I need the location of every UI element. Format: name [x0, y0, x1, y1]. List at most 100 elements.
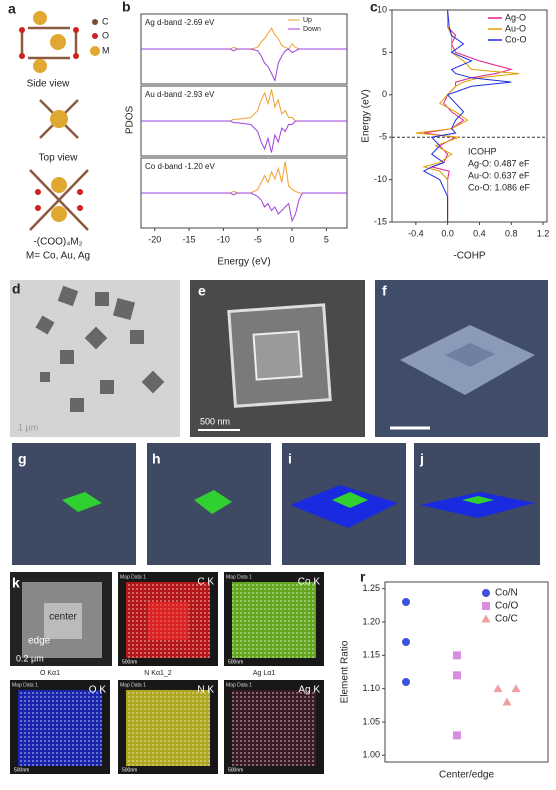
y-tick-label: 10 [377, 4, 387, 14]
panel-title: Au d-band -2.93 eV [145, 90, 215, 99]
x-tick-label: -0.4 [408, 228, 424, 238]
particles [35, 285, 165, 412]
legend-label: Up [303, 17, 312, 24]
scale-label: 500nm [14, 767, 29, 773]
map-caption: N Kα1_2 [144, 670, 172, 677]
scatter-point [453, 651, 461, 660]
x-tick-label: 1.2 [537, 228, 550, 238]
scale-label: 500nm [122, 659, 137, 665]
legend-label: Au-O [505, 23, 526, 33]
panel-letter: c [370, 0, 378, 15]
scale-label: 500 nm [200, 416, 230, 426]
region-label: center [49, 612, 77, 623]
x-tick-label: 0.0 [441, 228, 454, 238]
legend-label: Co/O [495, 601, 519, 612]
legend-label: Ag-O [505, 12, 526, 22]
y-tick-label: 1.25 [362, 583, 380, 593]
panel-letter: j [419, 451, 424, 467]
eds-noise [126, 690, 210, 766]
pdos-line [141, 120, 347, 153]
element-label: O K [89, 685, 107, 696]
y-tick-label: 5 [382, 47, 387, 57]
eds-noise [232, 690, 316, 766]
map-tag: Map Data 1 [120, 574, 146, 580]
panel-letter: g [18, 451, 27, 467]
render-shape [194, 490, 232, 514]
legend-swatch [482, 602, 490, 610]
cohp-line [422, 9, 512, 222]
legend-swatch [482, 589, 490, 597]
legend-label: Co-O [505, 34, 527, 44]
x-tick-label: -5 [254, 234, 262, 244]
x-tick-label: 0.4 [473, 228, 486, 238]
panel-letter: h [152, 451, 161, 467]
legend-label: O [102, 30, 109, 40]
scatter-point [402, 598, 410, 606]
x-tick-label: -20 [148, 234, 161, 244]
render-shape [462, 496, 494, 504]
structure-drawing [20, 26, 89, 231]
scale-label: 500nm [228, 767, 243, 773]
panel-letter: b [122, 0, 131, 15]
x-tick-label: -15 [183, 234, 196, 244]
panel-title: Co d-band -1.20 eV [145, 162, 215, 171]
scatter-point [502, 697, 512, 706]
map-caption: Ag Lα1 [253, 670, 275, 677]
y-tick-label: 0 [382, 89, 387, 99]
element-label: C K [197, 577, 214, 588]
legend-swatch [481, 614, 491, 623]
annotation: Ag-O: 0.487 eF [468, 158, 530, 168]
caption: M= Co, Au, Ag [26, 251, 90, 262]
panel-letter: i [288, 451, 292, 467]
scale-label: 1 μm [18, 422, 38, 432]
y-tick-label: -15 [374, 216, 387, 226]
element-label: Ag K [298, 685, 320, 696]
scatter-point [493, 684, 503, 693]
x-tick-label: -10 [217, 234, 230, 244]
eds-noise [232, 582, 316, 658]
element-label: N K [197, 685, 214, 696]
plot-frame [391, 9, 548, 223]
x-tick-label: 0 [290, 234, 295, 244]
panel-letter: r [360, 569, 366, 585]
caption: -(COO)₄M₂ [33, 237, 82, 248]
legend-label: M [102, 45, 110, 55]
caption: Top view [39, 153, 79, 164]
panel-letter: a [8, 1, 16, 17]
tem-image [10, 280, 180, 437]
map-caption: O Kα1 [40, 670, 60, 677]
y-tick-label: 1.15 [362, 650, 380, 660]
atoms [19, 11, 100, 222]
legend-label: Co/N [495, 588, 518, 599]
annotation: Au-O: 0.637 eF [468, 170, 530, 180]
legend-label: Down [303, 26, 321, 33]
map-tag: Map Data 1 [226, 574, 252, 580]
caption: Side view [27, 79, 71, 90]
legend-label: Co/C [495, 614, 518, 625]
scale-label: 500nm [122, 767, 137, 773]
element-label: Co K [298, 577, 321, 588]
particle-core [252, 330, 303, 381]
render-shape [420, 492, 535, 518]
panel-letter: f [382, 283, 387, 299]
scatter-point [453, 731, 461, 740]
map-tag: Map Data 1 [120, 682, 146, 688]
y-axis-label: Energy (eV) [361, 89, 372, 142]
scale-label: 0.2 μm [16, 653, 44, 663]
pdos-line [141, 48, 347, 83]
x-axis-label: Center/edge [439, 770, 494, 781]
region-label: edge [28, 636, 51, 647]
y-tick-label: -5 [379, 132, 387, 142]
render-shape [62, 492, 102, 512]
y-tick-label: 1.20 [362, 616, 380, 626]
annotation: Co-O: 1.086 eF [468, 182, 531, 192]
y-tick-label: 1.10 [362, 683, 380, 693]
legend-label: C [102, 16, 109, 26]
scatter-point [453, 671, 461, 680]
y-tick-label: -10 [374, 174, 387, 184]
y-axis-label: Element Ratio [340, 640, 351, 703]
scatter-point [511, 684, 521, 693]
particle-core [445, 343, 495, 367]
x-tick-label: 5 [324, 234, 329, 244]
panel-letter: d [12, 281, 21, 297]
